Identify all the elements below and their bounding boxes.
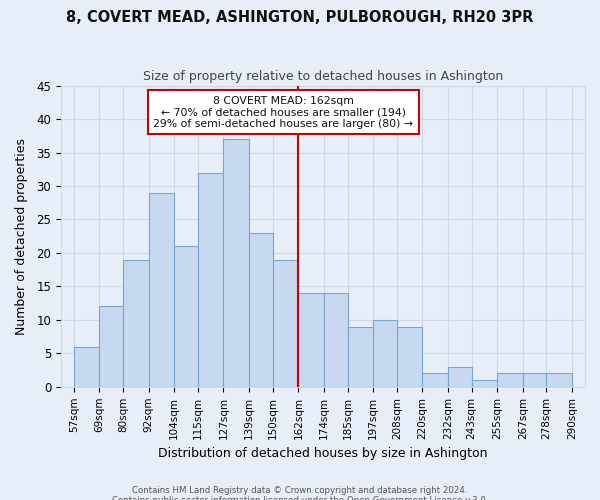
Bar — [448, 366, 472, 387]
Bar — [298, 293, 324, 387]
Bar — [249, 233, 272, 387]
Bar — [547, 374, 572, 387]
X-axis label: Distribution of detached houses by size in Ashington: Distribution of detached houses by size … — [158, 447, 488, 460]
Bar — [422, 374, 448, 387]
Bar — [523, 374, 547, 387]
Y-axis label: Number of detached properties: Number of detached properties — [15, 138, 28, 334]
Text: Contains HM Land Registry data © Crown copyright and database right 2024.: Contains HM Land Registry data © Crown c… — [132, 486, 468, 495]
Bar — [497, 374, 523, 387]
Bar — [123, 260, 149, 387]
Bar — [74, 346, 100, 387]
Bar — [324, 293, 347, 387]
Bar — [223, 139, 249, 387]
Bar — [100, 306, 123, 387]
Text: Contains public sector information licensed under the Open Government Licence v.: Contains public sector information licen… — [112, 496, 488, 500]
Bar — [272, 260, 298, 387]
Bar — [149, 192, 175, 387]
Text: 8 COVERT MEAD: 162sqm
← 70% of detached houses are smaller (194)
29% of semi-det: 8 COVERT MEAD: 162sqm ← 70% of detached … — [154, 96, 413, 129]
Bar — [397, 326, 422, 387]
Bar — [175, 246, 198, 387]
Bar — [373, 320, 397, 387]
Bar — [198, 172, 223, 387]
Text: 8, COVERT MEAD, ASHINGTON, PULBOROUGH, RH20 3PR: 8, COVERT MEAD, ASHINGTON, PULBOROUGH, R… — [67, 10, 533, 25]
Bar — [347, 326, 373, 387]
Title: Size of property relative to detached houses in Ashington: Size of property relative to detached ho… — [143, 70, 503, 83]
Bar — [472, 380, 497, 387]
